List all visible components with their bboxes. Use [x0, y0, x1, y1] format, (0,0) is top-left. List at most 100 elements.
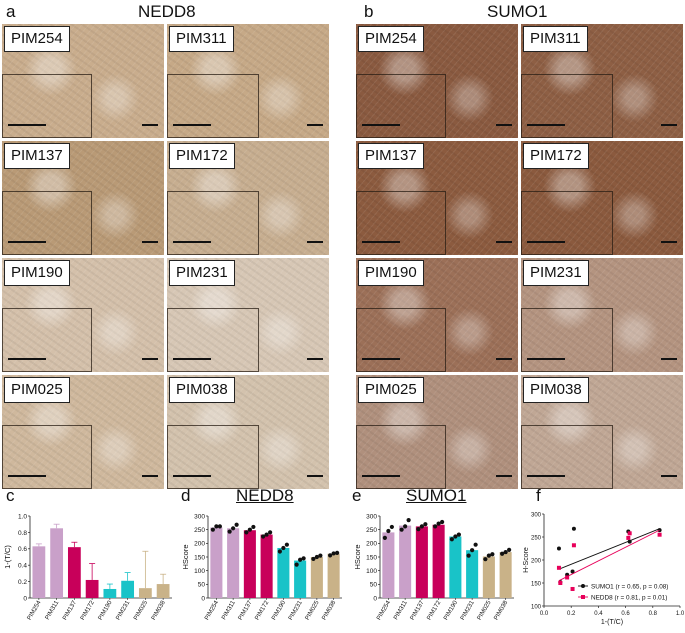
legend-label: NEDD8 (r = 0.81, p = 0.01) [591, 594, 667, 601]
panel-b-letter: b [364, 2, 374, 21]
bar-pim025 [138, 588, 152, 598]
data-point [627, 539, 632, 544]
bar-pim190 [103, 588, 117, 598]
panel-e-letter: e [352, 486, 362, 505]
data-point [268, 530, 273, 535]
x-tick-label: PIM231 [287, 599, 304, 621]
data-point [571, 543, 576, 548]
bar-pim190 [277, 547, 290, 598]
scale-bar [173, 124, 211, 126]
data-point [403, 524, 408, 529]
data-point [389, 524, 394, 530]
tile-label: PIM311 [523, 26, 588, 52]
tile-label: PIM254 [4, 26, 70, 52]
bar-pim311 [50, 528, 64, 598]
x-tick-label: PIM172 [426, 599, 443, 621]
y-tick-label: 1.0 [18, 513, 27, 520]
data-point [318, 553, 323, 558]
x-tick-label: PIM190 [270, 599, 287, 621]
y-tick-label: 250 [194, 527, 205, 534]
data-point [314, 554, 319, 560]
data-point [507, 547, 512, 552]
x-axis-label: 1-(T/C) [601, 619, 623, 626]
bar-pim025 [482, 556, 495, 598]
scale-bar [362, 475, 400, 477]
data-point [565, 575, 570, 580]
tile-label: PIM311 [169, 26, 234, 52]
y-tick-label: 200 [194, 541, 205, 548]
data-point [473, 542, 478, 547]
magnified-inset [2, 191, 92, 255]
bar-pim137 [67, 547, 81, 598]
x-tick-label: 1.0 [676, 611, 685, 617]
data-point [261, 534, 266, 539]
nedd8-tile-pim137: PIM137 [2, 141, 164, 255]
data-point [627, 531, 632, 536]
data-point [335, 550, 340, 555]
y-axis-label: 1-(T/C) [3, 545, 12, 569]
data-point [433, 524, 438, 529]
magnified-inset [167, 191, 259, 255]
x-tick-label: PIM038 [493, 599, 510, 621]
data-point [466, 553, 471, 558]
data-point [328, 553, 333, 558]
x-tick-label: PIM038 [150, 599, 167, 621]
y-tick-label: 100 [531, 604, 542, 610]
scale-bar [362, 358, 400, 360]
bar-pim231 [121, 580, 135, 598]
tile-label: PIM254 [358, 26, 424, 52]
nedd8-tile-pim190: PIM190 [2, 258, 164, 372]
chart-f: 100 150 200 250 300 0.0 0.2 0.4 0.6 0.8 1.0 1-(T/C)… [523, 512, 685, 626]
bar-pim172 [85, 579, 99, 598]
y-tick-label: 0.6 [18, 546, 27, 553]
x-tick-label: PIM137 [409, 599, 426, 621]
x-tick-label: 0.0 [540, 611, 549, 617]
x-tick-label: 0.2 [567, 611, 576, 617]
data-point [490, 552, 495, 557]
data-point [399, 527, 404, 532]
y-tick-label: 100 [194, 568, 205, 575]
magnified-inset [356, 308, 446, 372]
sumo1-tile-pim137: PIM137 [356, 141, 518, 255]
y-axis-label: H-Score [523, 547, 530, 573]
bar-pim137 [415, 526, 428, 598]
x-tick-label: PIM190 [97, 599, 114, 621]
data-point [406, 518, 411, 523]
y-axis-label: HScore [353, 544, 362, 569]
data-point [486, 553, 491, 558]
x-tick-label: 0.6 [621, 611, 630, 617]
data-point [440, 519, 445, 525]
x-tick-label: PIM231 [115, 599, 132, 621]
tile-label: PIM190 [358, 260, 424, 286]
scale-bar [496, 358, 512, 360]
bar-pim311 [399, 525, 412, 598]
scale-bar [307, 241, 323, 243]
scale-bar [527, 475, 565, 477]
scale-bar [661, 241, 677, 243]
bar-pim172 [432, 524, 445, 598]
y-tick-label: 250 [531, 535, 542, 541]
bar-pim038 [327, 553, 340, 598]
nedd8-tile-pim038: PIM038 [167, 375, 329, 489]
x-tick-label: PIM311 [220, 599, 237, 621]
data-point [470, 548, 475, 553]
scale-bar [496, 241, 512, 243]
data-point [382, 535, 387, 540]
x-tick-label: PIM231 [459, 599, 476, 621]
data-point [284, 542, 289, 547]
scale-bar [8, 241, 46, 243]
scale-bar [496, 124, 512, 126]
magnified-inset [167, 308, 259, 372]
scale-bar [142, 358, 158, 360]
scale-bar [173, 475, 211, 477]
data-point [419, 524, 424, 529]
data-point [298, 557, 303, 562]
magnified-inset [167, 74, 259, 138]
y-tick-label: 50 [198, 582, 206, 589]
magnified-inset [521, 74, 613, 138]
bar-pim172 [260, 534, 273, 598]
sumo1-tile-pim254: PIM254 [356, 24, 518, 138]
data-point [449, 537, 454, 542]
data-point [626, 535, 631, 540]
data-point [217, 524, 222, 529]
